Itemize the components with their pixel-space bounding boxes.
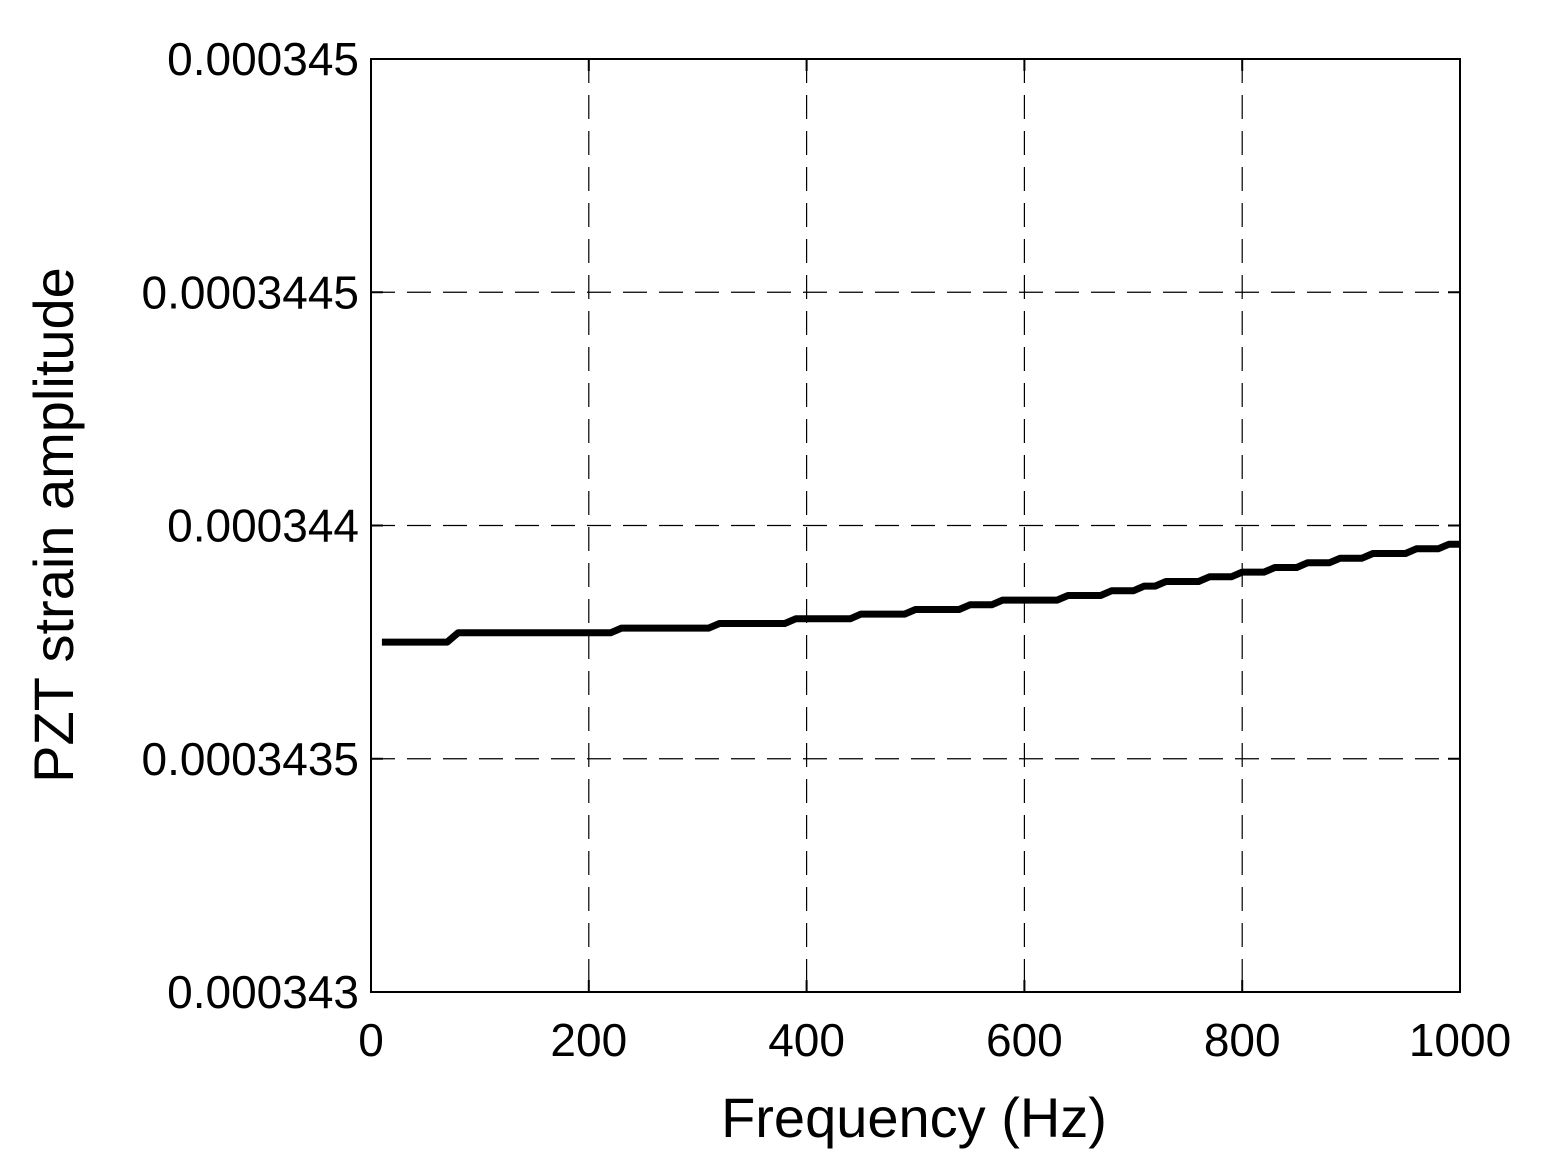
x-tick-label: 200 (550, 1014, 627, 1066)
x-tick-label: 400 (768, 1014, 845, 1066)
x-tick-label: 0 (358, 1014, 384, 1066)
tick-labels: 0 200 400 600 800 1000 0.000343 0.0003435 0.0003… (142, 33, 1512, 1066)
series-line (381, 540, 1460, 646)
grid-lines (371, 59, 1460, 992)
series-group (381, 540, 1460, 646)
tick-marks (370, 58, 1461, 993)
x-tick-label: 1000 (1409, 1014, 1511, 1066)
x-tick-label: 600 (986, 1014, 1063, 1066)
y-tick-label: 0.0003445 (142, 266, 359, 318)
y-tick-label: 0.000343 (167, 966, 359, 1018)
x-tick-label: 800 (1204, 1014, 1281, 1066)
x-axis-title: Frequency (Hz) (721, 1086, 1107, 1149)
y-axis-title: PZT strain amplitude (22, 267, 85, 783)
y-tick-label: 0.0003435 (142, 733, 359, 785)
y-tick-label: 0.000345 (167, 33, 359, 85)
y-tick-label: 0.000344 (167, 500, 359, 552)
